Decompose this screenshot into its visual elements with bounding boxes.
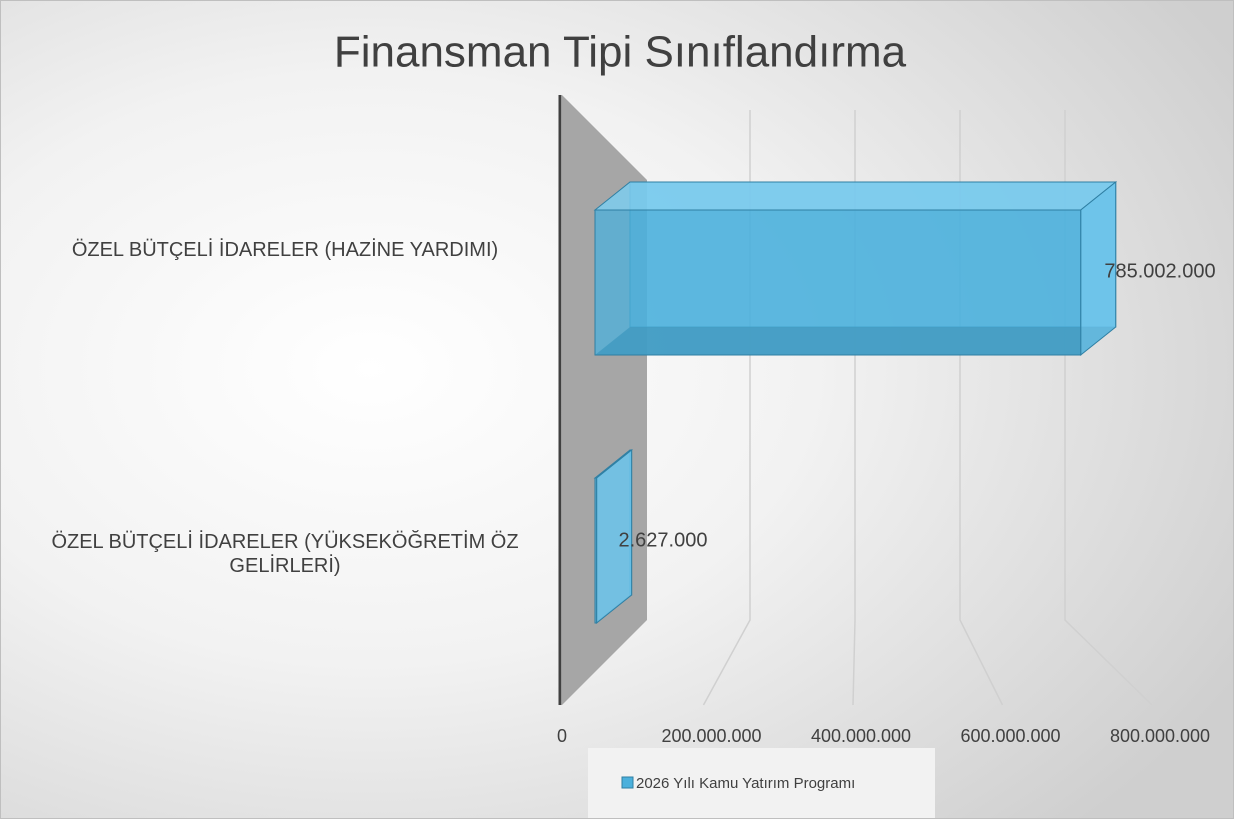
y-tick-label: ÖZEL BÜTÇELİ İDARELER (YÜKSEKÖĞRETİM ÖZ … — [51, 531, 519, 577]
bar-front — [594, 209, 1082, 356]
legend-label: 2026 Yılı Kamu Yatırım Programı — [636, 775, 855, 792]
bar-front — [594, 477, 598, 624]
x-tick-label: 800.000.000 — [1110, 726, 1210, 746]
data-label: 785.002.000 — [1104, 260, 1215, 282]
x-tick-label: 600.000.000 — [960, 726, 1060, 746]
y-tick-label: ÖZEL BÜTÇELİ İDARELER (HAZİNE YARDIMI) — [71, 239, 499, 261]
legend-area — [588, 748, 935, 818]
x-tick-label: 0 — [557, 726, 567, 746]
x-tick-label: 400.000.000 — [811, 726, 911, 746]
x-tick-label: 200.000.000 — [661, 726, 761, 746]
data-label: 2.627.000 — [619, 529, 708, 551]
legend-swatch — [621, 776, 634, 789]
bar-top — [593, 181, 1118, 211]
bar — [593, 180, 1118, 357]
bar — [593, 448, 634, 625]
chart-title: Finansman Tipi Sınıflandırma — [334, 28, 907, 77]
